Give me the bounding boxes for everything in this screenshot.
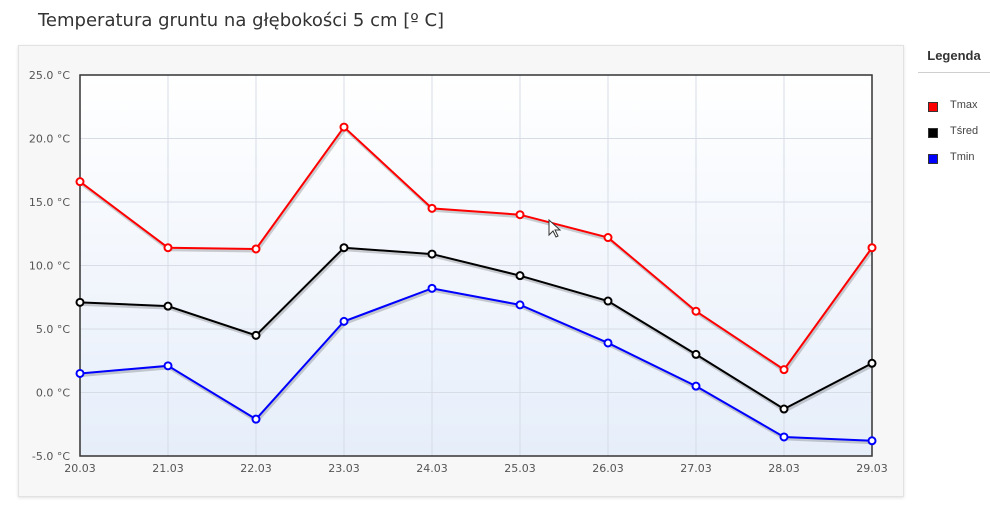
x-tick-label: 23.03 xyxy=(328,462,360,475)
legend-label: Tśred xyxy=(950,125,979,137)
data-point[interactable] xyxy=(339,243,349,253)
legend-label: Tmin xyxy=(950,151,975,163)
y-tick-label: 5.0 °C xyxy=(36,323,70,336)
data-point[interactable] xyxy=(427,249,437,259)
x-tick-label: 22.03 xyxy=(240,462,272,475)
legend-swatch xyxy=(928,128,938,138)
legend-title: Legenda xyxy=(918,45,990,73)
x-tick-label: 20.03 xyxy=(64,462,96,475)
x-tick-label: 28.03 xyxy=(768,462,800,475)
data-point[interactable] xyxy=(339,316,349,326)
series-shadow xyxy=(80,126,875,374)
series-Tmin xyxy=(75,283,877,446)
plot-frame xyxy=(79,74,873,457)
data-point[interactable] xyxy=(75,368,85,378)
data-point[interactable] xyxy=(339,122,349,132)
series-shadow xyxy=(80,248,874,413)
series-line xyxy=(79,246,873,411)
data-point[interactable] xyxy=(75,177,85,187)
y-tick-label: -5.0 °C xyxy=(32,450,70,463)
y-tick-label: 25.0 °C xyxy=(29,69,70,82)
x-tick-label: 29.03 xyxy=(856,462,888,475)
data-point[interactable] xyxy=(691,349,701,359)
legend-label: Tmax xyxy=(950,99,978,111)
y-tick-label: 10.0 °C xyxy=(29,260,70,273)
x-tick-label: 26.03 xyxy=(592,462,624,475)
data-point[interactable] xyxy=(515,300,525,310)
data-point[interactable] xyxy=(779,404,789,414)
legend-item-Tśred[interactable]: Tśred xyxy=(918,125,990,151)
data-point[interactable] xyxy=(603,296,613,306)
data-point[interactable] xyxy=(251,330,261,340)
series-Tmax xyxy=(75,122,877,375)
y-axis-ticks: -5.0 °C 0.0 °C 5.0 °C 10.0 °C 15.0 °C 20.0 °C… xyxy=(29,69,70,463)
data-point[interactable] xyxy=(163,361,173,371)
data-point[interactable] xyxy=(515,271,525,281)
x-tick-label: 24.03 xyxy=(416,462,448,475)
x-tick-label: 25.03 xyxy=(504,462,536,475)
data-point[interactable] xyxy=(603,233,613,243)
y-tick-label: 15.0 °C xyxy=(29,196,70,209)
legend-items: Tmax Tśred Tmin xyxy=(918,99,990,177)
legend-swatch xyxy=(928,102,938,112)
legend-item-Tmin[interactable]: Tmin xyxy=(918,151,990,177)
data-point[interactable] xyxy=(515,210,525,220)
data-point[interactable] xyxy=(251,244,261,254)
data-point[interactable] xyxy=(691,306,701,316)
series-Tśred xyxy=(75,243,877,414)
mouse-cursor-icon xyxy=(548,218,562,238)
x-tick-label: 27.03 xyxy=(680,462,712,475)
y-tick-label: 20.0 °C xyxy=(29,133,70,146)
x-tick-label: 21.03 xyxy=(152,462,184,475)
data-point[interactable] xyxy=(427,203,437,213)
chart-title: Temperatura gruntu na głębokości 5 cm [º… xyxy=(38,10,445,31)
data-point[interactable] xyxy=(75,297,85,307)
y-tick-label: 0.0 °C xyxy=(36,387,70,400)
legend-item-Tmax[interactable]: Tmax xyxy=(918,99,990,125)
legend-swatch xyxy=(928,154,938,164)
data-point[interactable] xyxy=(427,283,437,293)
series-line xyxy=(79,287,873,442)
series-group xyxy=(75,122,877,446)
data-point[interactable] xyxy=(867,243,877,253)
data-point[interactable] xyxy=(867,436,877,446)
data-point[interactable] xyxy=(779,432,789,442)
data-point[interactable] xyxy=(603,338,613,348)
series-line xyxy=(79,125,873,372)
series-shadow xyxy=(80,288,874,445)
data-point[interactable] xyxy=(779,365,789,375)
data-point[interactable] xyxy=(163,301,173,311)
data-point[interactable] xyxy=(691,381,701,391)
x-axis-ticks: 20.03 21.03 22.03 23.03 24.03 25.03 26.03 27.03… xyxy=(64,462,888,475)
data-point[interactable] xyxy=(251,414,261,424)
data-point[interactable] xyxy=(867,358,877,368)
legend: Legenda Tmax Tśred Tmin xyxy=(918,45,990,177)
data-point[interactable] xyxy=(163,243,173,253)
